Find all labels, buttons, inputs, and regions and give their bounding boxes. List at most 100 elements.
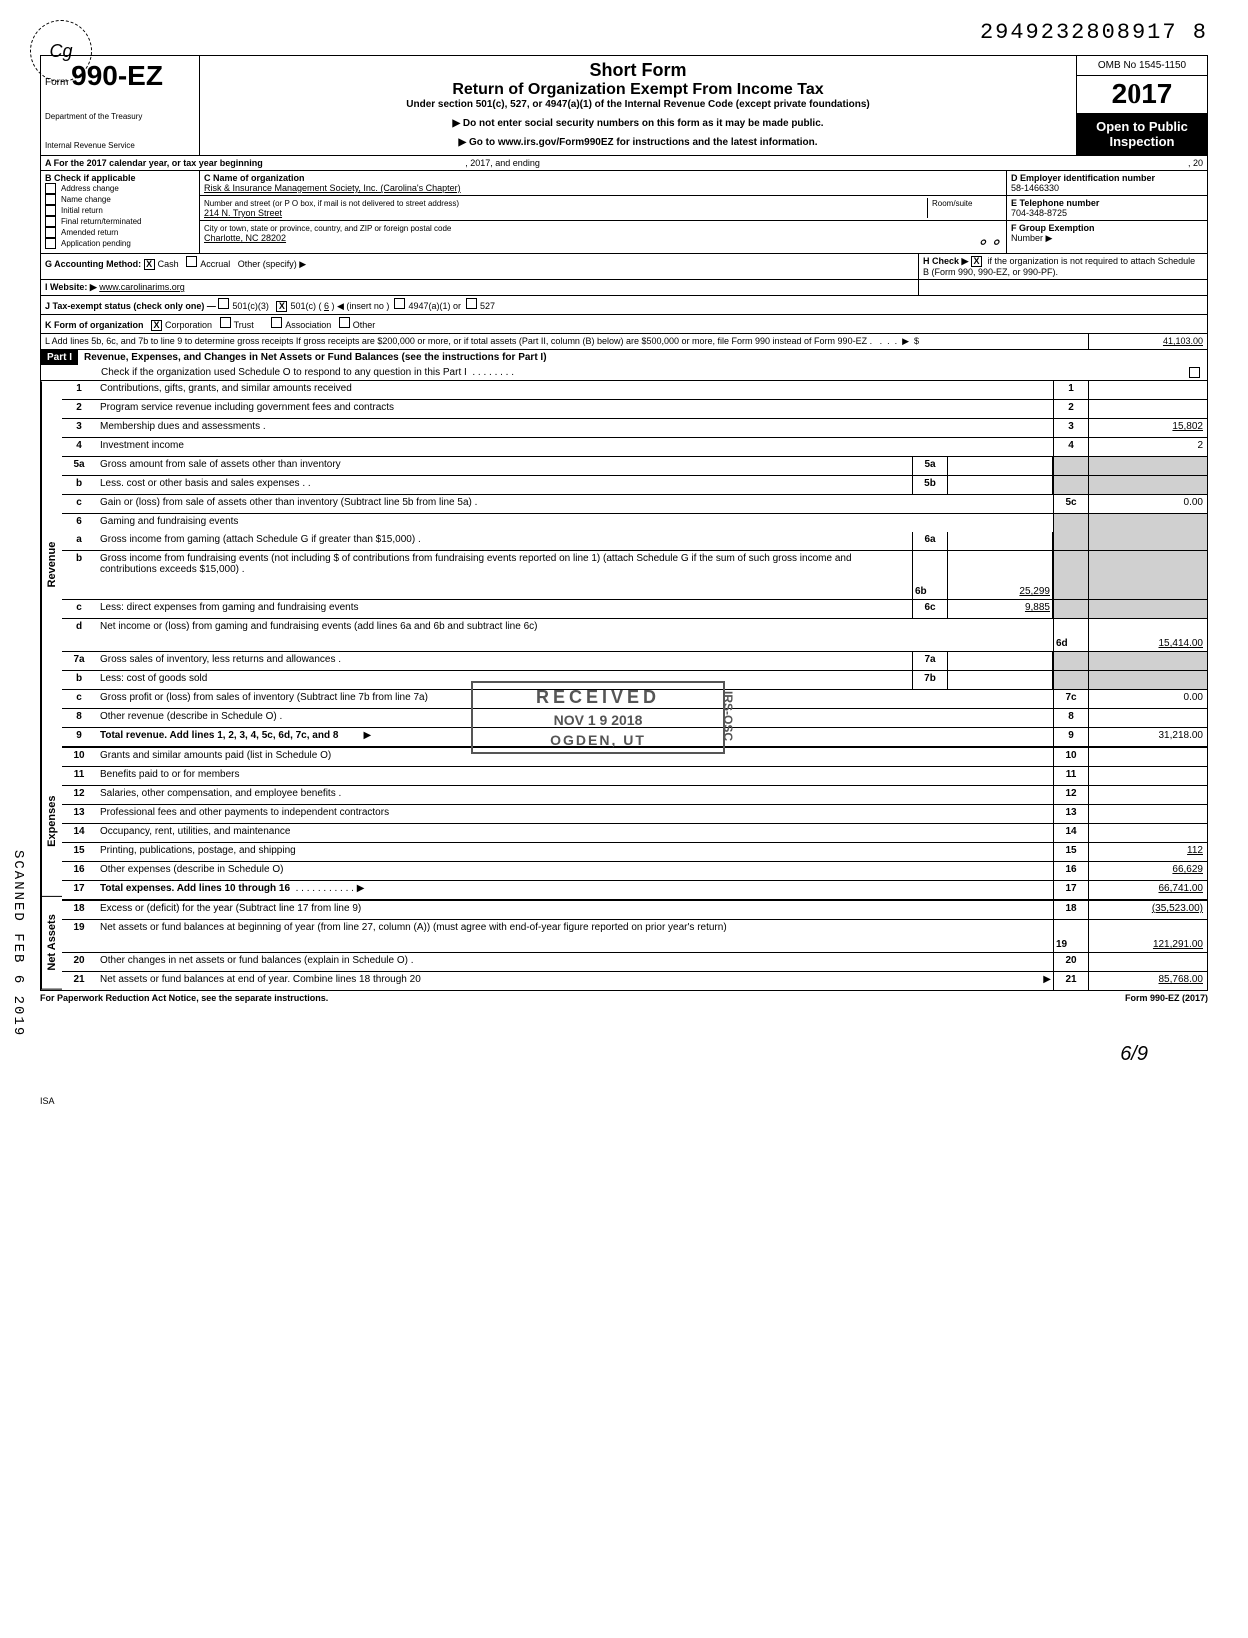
ln5c-desc: Gain or (loss) from sale of assets other… <box>96 495 1053 513</box>
ln7a-num: 7a <box>62 652 96 670</box>
ln5a-box: 5a <box>912 457 948 475</box>
ln8-num: 8 <box>62 709 96 727</box>
l-text: L Add lines 5b, 6c, and 7b to line 9 to … <box>45 336 872 346</box>
cb-other-org[interactable] <box>339 317 350 328</box>
cb-assoc[interactable] <box>271 317 282 328</box>
ln9-box: 9 <box>1053 728 1089 746</box>
ln5b-subval <box>948 476 1053 494</box>
website: www.carolinarims.org <box>99 282 185 292</box>
cb-amended[interactable] <box>45 227 56 238</box>
ln4-num: 4 <box>62 438 96 456</box>
cb-4947[interactable] <box>394 298 405 309</box>
ln1-val <box>1089 381 1207 399</box>
ln20-desc: Other changes in net assets or fund bala… <box>96 953 1053 971</box>
city-label: City or town, state or province, country… <box>204 224 451 233</box>
cb-527[interactable] <box>466 298 477 309</box>
street: 214 N. Tryon Street <box>204 208 282 218</box>
ln16-num: 16 <box>62 862 96 880</box>
other-org-label: Other <box>353 320 376 330</box>
ln6d-num: d <box>62 619 96 651</box>
received-stamp: RECEIVED NOV 1 9 2018 OGDEN, UT <box>471 681 725 754</box>
f-label: F Group Exemption <box>1011 223 1095 233</box>
cb-final[interactable] <box>45 216 56 227</box>
ln5a-shade <box>1053 457 1089 475</box>
ln17-val: 66,741.00 <box>1089 881 1207 899</box>
cb-corp[interactable] <box>151 320 162 331</box>
cb-cash[interactable] <box>144 259 155 270</box>
footer-left: For Paperwork Reduction Act Notice, see … <box>40 993 328 1003</box>
ln19-desc: Net assets or fund balances at beginning… <box>96 920 1053 952</box>
ln19-box: 19 <box>1053 920 1089 952</box>
ln20-num: 20 <box>62 953 96 971</box>
b-label: B Check if applicable <box>45 173 195 183</box>
phone: 704-348-8725 <box>1011 208 1067 218</box>
f-label2: Number ▶ <box>1011 233 1052 243</box>
ln7b-shade <box>1053 671 1089 689</box>
ln2-val <box>1089 400 1207 418</box>
pending-label: Application pending <box>61 239 131 248</box>
ln2-num: 2 <box>62 400 96 418</box>
cb-501c[interactable] <box>276 301 287 312</box>
ln9-num: 9 <box>62 728 96 746</box>
ln10-box: 10 <box>1053 748 1089 766</box>
tax-year: 2017 <box>1077 76 1207 113</box>
cb-name-change[interactable] <box>45 194 56 205</box>
cb-501c3[interactable] <box>218 298 229 309</box>
cb-h[interactable] <box>971 256 982 267</box>
ln15-desc: Printing, publications, postage, and shi… <box>96 843 1053 861</box>
ln5c-num: c <box>62 495 96 513</box>
assoc-label: Association <box>285 320 331 330</box>
ln9-val: 31,218.00 <box>1089 728 1207 746</box>
trust-label: Trust <box>234 320 254 330</box>
ln14-box: 14 <box>1053 824 1089 842</box>
ln13-box: 13 <box>1053 805 1089 823</box>
ln14-desc: Occupancy, rent, utilities, and maintena… <box>96 824 1053 842</box>
cb-schedule-o[interactable] <box>1189 367 1200 378</box>
form-subtitle: Return of Organization Exempt From Incom… <box>204 81 1072 99</box>
initial-label: Initial return <box>61 206 103 215</box>
ln5c-box: 5c <box>1053 495 1089 513</box>
ln6b-num: b <box>62 551 96 599</box>
page-number: 2949232808917 8 <box>40 20 1208 45</box>
irs-osc-stamp: IRS-OSC <box>721 691 735 741</box>
ln13-num: 13 <box>62 805 96 823</box>
cash-label: Cash <box>158 259 179 269</box>
cb-addr-change[interactable] <box>45 183 56 194</box>
ln5b-box: 5b <box>912 476 948 494</box>
ln2-box: 2 <box>1053 400 1089 418</box>
cb-accrual[interactable] <box>186 256 197 267</box>
ln15-val: 112 <box>1089 843 1207 861</box>
cb-initial[interactable] <box>45 205 56 216</box>
received-text: RECEIVED <box>483 687 713 708</box>
form-desc: Under section 501(c), 527, or 4947(a)(1)… <box>204 99 1072 110</box>
ln17-desc: Total expenses. Add lines 10 through 16 <box>100 883 290 894</box>
ln19-val: 121,291.00 <box>1089 920 1207 952</box>
ln6a-subval <box>948 532 1053 550</box>
ln6c-shade <box>1053 600 1089 618</box>
footer-right: Form 990-EZ (2017) <box>1125 993 1208 1003</box>
cb-trust[interactable] <box>220 317 231 328</box>
ln6-desc: Gaming and fundraising events <box>96 514 1053 532</box>
ln10-num: 10 <box>62 748 96 766</box>
ln5a-desc: Gross amount from sale of assets other t… <box>96 457 912 475</box>
room-label: Room/suite <box>932 199 972 208</box>
ein: 58-1466330 <box>1011 183 1059 193</box>
corp-label: Corporation <box>165 320 212 330</box>
cb-pending[interactable] <box>45 238 56 249</box>
ln17-box: 17 <box>1053 881 1089 899</box>
h-label: H Check ▶ <box>923 256 968 266</box>
ln6c-desc: Less: direct expenses from gaming and fu… <box>96 600 912 618</box>
form-note1: ▶ Do not enter social security numbers o… <box>204 118 1072 129</box>
ln6b-desc: Gross income from fundraising events (no… <box>96 551 912 599</box>
ln12-desc: Salaries, other compensation, and employ… <box>96 786 1053 804</box>
other-method-label: Other (specify) ▶ <box>238 259 306 269</box>
ln6c-subval: 9,885 <box>948 600 1053 618</box>
ln5c-val: 0.00 <box>1089 495 1207 513</box>
ln3-val: 15,802 <box>1089 419 1207 437</box>
ln3-num: 3 <box>62 419 96 437</box>
d-label: D Employer identification number <box>1011 173 1155 183</box>
ln1-num: 1 <box>62 381 96 399</box>
ln6a-shade <box>1053 532 1089 550</box>
ln6c-shade2 <box>1089 600 1207 618</box>
omb-number: OMB No 1545-1150 <box>1077 56 1207 76</box>
